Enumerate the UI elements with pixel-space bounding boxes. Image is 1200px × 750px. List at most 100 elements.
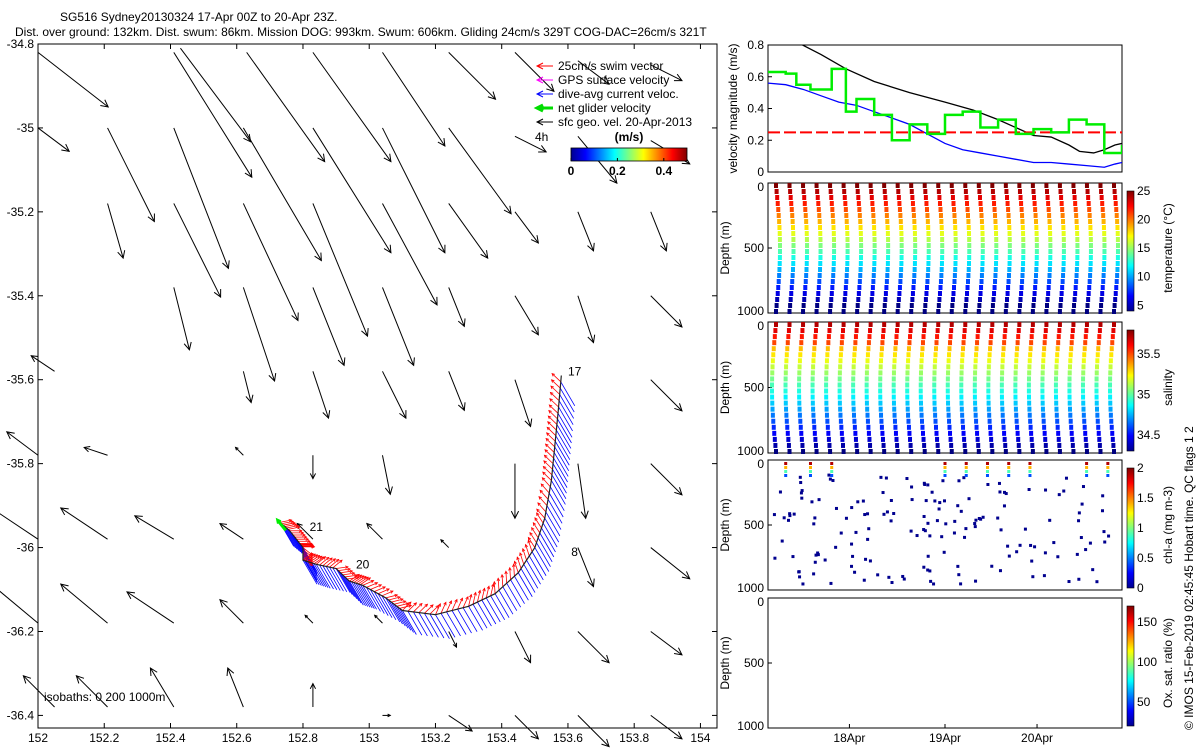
swim-arrow-head (548, 409, 552, 414)
section-sample (1110, 436, 1115, 442)
swim-arrow (440, 601, 447, 614)
chl-sample (909, 529, 913, 533)
section-sample (1004, 303, 1009, 308)
scale-label: 4h (535, 130, 548, 144)
colorbar-tick-label: 0.2 (609, 164, 626, 178)
section-sample (905, 400, 910, 406)
dac-current-arrow (559, 387, 575, 413)
section-sample (870, 201, 875, 206)
swim-arrow-shaft (545, 443, 555, 453)
chl-sample (1080, 502, 1084, 506)
section-sample (1001, 424, 1006, 430)
geo-velocity-arrow (382, 52, 446, 147)
swim-arrow-head (536, 512, 540, 517)
section-sample (892, 412, 897, 418)
section-sample (790, 213, 795, 218)
section-sample (857, 279, 862, 284)
section-sample (1086, 291, 1091, 296)
section-sample (845, 225, 850, 230)
section-sample (923, 189, 928, 194)
geo-velocity-arrow (650, 547, 691, 580)
swim-arrow-shaft (546, 427, 557, 436)
section-sample (991, 195, 996, 200)
section-sample (1108, 388, 1113, 394)
chl-sample (788, 512, 792, 516)
chl-sample (782, 516, 786, 520)
section-sample (913, 255, 918, 260)
geo-velocity-arrow (5, 431, 39, 456)
section-sample (905, 376, 910, 382)
section-sample (824, 394, 829, 400)
section-sample (1100, 285, 1105, 290)
section-sample (815, 189, 820, 194)
section-sample (868, 328, 873, 334)
section-sample (1034, 273, 1039, 278)
section-sample (963, 449, 968, 454)
section-sample (993, 273, 998, 278)
section-sample (1005, 291, 1010, 296)
section-sample (839, 430, 844, 436)
section-sample (973, 370, 978, 376)
section-sample (899, 261, 904, 266)
swim-arrow-shaft (370, 584, 382, 590)
geo-velocity-arrow-head (317, 153, 326, 163)
geo-velocity-arrow (440, 538, 450, 548)
section-sample (1061, 231, 1066, 236)
chl-sample (799, 481, 803, 485)
swim-arrow-shaft (546, 432, 556, 442)
section-sample (922, 449, 927, 454)
dac-current-arrow (560, 381, 576, 407)
swim-arrow-shaft (538, 496, 548, 506)
section-sample (1041, 418, 1046, 424)
section-sample (992, 207, 997, 212)
geo-velocity-arrow (242, 127, 322, 262)
section-sample (1061, 219, 1066, 224)
geo-velocity-arrow-head (580, 510, 589, 520)
swim-arrow (541, 477, 551, 487)
chl-sample (974, 579, 978, 583)
section-sample (999, 394, 1004, 400)
section-sample (1099, 297, 1104, 302)
section-sample (1072, 195, 1077, 200)
swim-arrow-shaft (344, 574, 357, 578)
swim-arrow-shaft (388, 596, 401, 601)
section-sample (853, 334, 858, 340)
chl-sample (798, 475, 802, 479)
dac-current-arrow (349, 580, 364, 606)
section-sample (1101, 219, 1106, 224)
section-sample (776, 285, 781, 290)
section-sample (816, 201, 821, 206)
section-sample (950, 303, 955, 308)
section-sample (932, 406, 937, 412)
section-sample (1083, 430, 1088, 436)
section-sample (1043, 436, 1048, 442)
dac-current-arrow (377, 593, 393, 618)
chl-sample (1101, 494, 1105, 498)
legend-label: sfc geo. vel. 20-Apr-2013 (558, 115, 692, 129)
chl-sample (866, 537, 870, 541)
section-sample (1019, 207, 1024, 212)
section-sample (1067, 394, 1072, 400)
swim-arrow-head (548, 404, 553, 408)
section-sample (1071, 309, 1076, 314)
section-sample (919, 364, 924, 370)
swim-arrow-head (430, 604, 434, 608)
y-tick-label: -34.8 (7, 37, 35, 51)
section-sample (993, 225, 998, 230)
section-sample (824, 400, 829, 406)
swim-arrow (550, 385, 560, 395)
chl-sample (784, 474, 788, 477)
swim-arrow-shaft (551, 379, 561, 389)
section-sample (774, 189, 779, 194)
dac-current-arrow (539, 532, 555, 558)
swim-arrow-head (513, 560, 517, 565)
section-sample (881, 442, 886, 448)
geo-velocity-arrow (382, 203, 438, 306)
section-sample (977, 189, 982, 194)
section-sample (777, 243, 782, 248)
section-sample (963, 183, 968, 188)
section-sample (1081, 394, 1086, 400)
section-sample (826, 334, 831, 340)
section-sample (855, 309, 860, 314)
swim-arrow-shaft (522, 548, 527, 561)
